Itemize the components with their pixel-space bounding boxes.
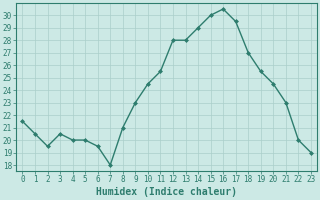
X-axis label: Humidex (Indice chaleur): Humidex (Indice chaleur)	[96, 187, 237, 197]
